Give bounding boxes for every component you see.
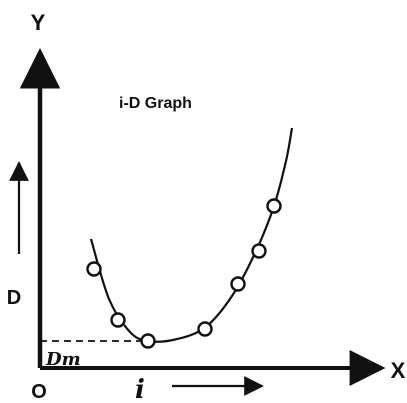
data-point-5 [230, 276, 246, 292]
data-points [86, 198, 282, 349]
data-point-6 [251, 243, 267, 259]
data-point-4 [197, 321, 213, 337]
y-axis-letter: Y [31, 10, 46, 35]
y-axis-title: D [7, 287, 21, 309]
data-point-3 [140, 333, 156, 349]
origin-label: O [31, 381, 47, 403]
data-point-2 [110, 312, 126, 328]
x-axis-title: i [135, 375, 145, 403]
chart-title: i-D Graph [119, 95, 192, 112]
data-point-7 [266, 198, 282, 214]
fitted-curve [89, 127, 294, 343]
minimum-label: Dm [45, 349, 81, 370]
data-point-1 [86, 261, 102, 277]
x-axis-letter: X [391, 358, 406, 383]
